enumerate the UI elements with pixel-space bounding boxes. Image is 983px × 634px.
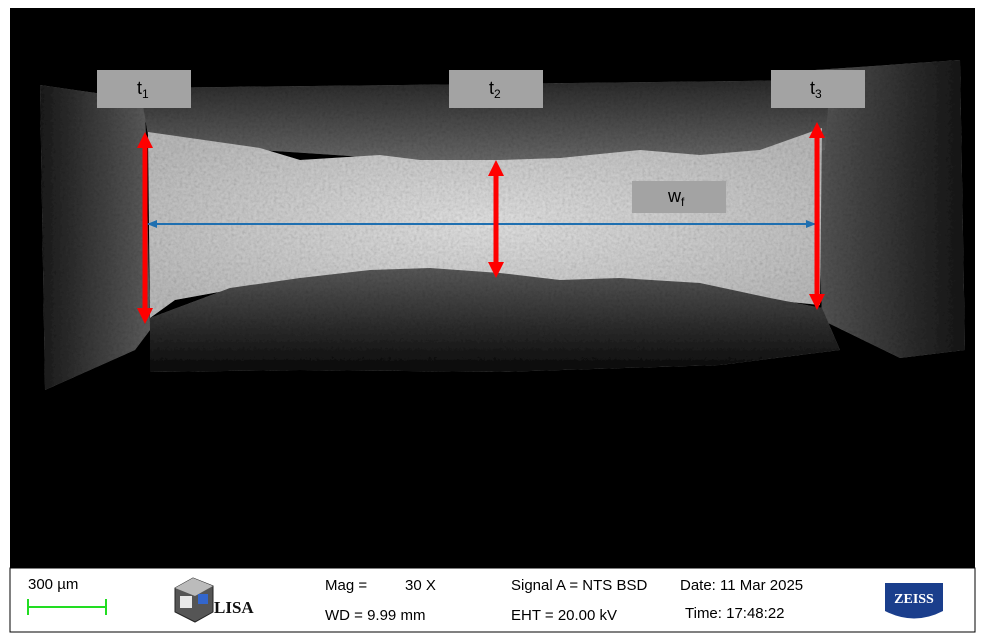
label-main: w: [667, 186, 682, 206]
date: Date: 11 Mar 2025: [680, 577, 803, 594]
label-sub: 3: [815, 87, 822, 101]
left-wall: [40, 85, 150, 390]
eht: EHT = 20.00 kV: [511, 607, 617, 624]
sem-view: t1 t2 t3 wf 300 µm LISA Mag = 30 X WD = …: [0, 0, 983, 634]
mag-value: 30 X: [405, 577, 436, 594]
working-distance: WD = 9.99 mm: [325, 607, 425, 624]
scale-label: 300 µm: [28, 576, 78, 593]
label-t3: t3: [771, 70, 865, 108]
label-t1: t1: [97, 70, 191, 108]
time: Time: 17:48:22: [685, 605, 785, 622]
info-panel: [10, 568, 975, 632]
label-wf: wf: [632, 181, 726, 213]
signal: Signal A = NTS BSD: [511, 577, 647, 594]
logo-text: LISA: [214, 598, 254, 617]
info-bar: 300 µm LISA Mag = 30 X WD = 9.99 mm Sign…: [10, 568, 975, 632]
brand-text: ZEISS: [894, 592, 934, 607]
label-t2: t2: [449, 70, 543, 108]
label-sub: 1: [142, 87, 149, 101]
mag-label: Mag =: [325, 577, 367, 594]
label-sub: 2: [494, 87, 501, 101]
